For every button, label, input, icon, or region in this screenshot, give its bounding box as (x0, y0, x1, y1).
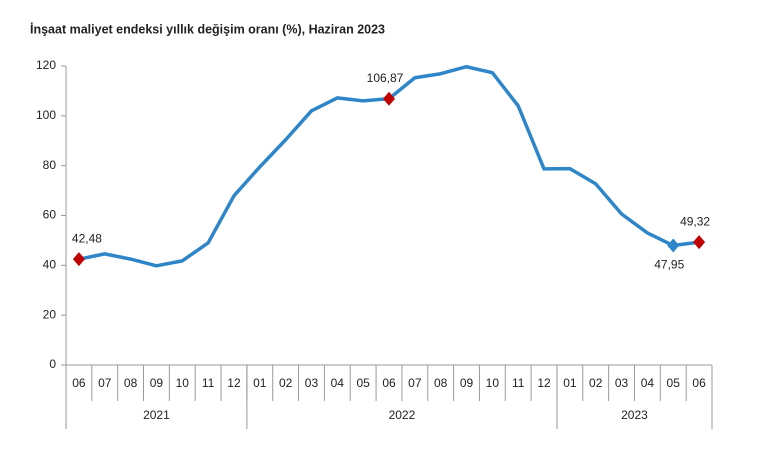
y-tick-label: 60 (43, 208, 57, 222)
value-label: 42,48 (72, 231, 102, 245)
x-tick-label: 05 (667, 376, 681, 390)
x-tick-label: 09 (460, 376, 474, 390)
y-tick-label: 40 (43, 258, 57, 272)
x-tick-label: 06 (72, 376, 86, 390)
x-tick-label: 08 (124, 376, 138, 390)
x-tick-label: 12 (227, 376, 241, 390)
x-tick-label: 10 (486, 376, 500, 390)
x-tick-label: 02 (589, 376, 603, 390)
group-label: 2022 (389, 408, 416, 422)
x-tick-label: 10 (176, 376, 190, 390)
x-tick-label: 11 (202, 376, 215, 390)
x-tick-label: 06 (692, 376, 706, 390)
value-label: 49,32 (680, 214, 710, 228)
marker (693, 235, 706, 250)
y-tick-label: 0 (49, 357, 56, 371)
x-tick-label: 08 (434, 376, 448, 390)
group-label: 2021 (143, 408, 170, 422)
x-tick-label: 01 (563, 376, 577, 390)
x-tick-label: 05 (356, 376, 370, 390)
value-label: 47,95 (654, 258, 684, 272)
y-tick-label: 100 (36, 108, 56, 122)
x-tick-label: 04 (641, 376, 655, 390)
x-tick-label: 02 (279, 376, 293, 390)
marker (667, 238, 680, 253)
marker (383, 91, 395, 106)
group-label: 2023 (621, 408, 648, 422)
x-tick-label: 04 (331, 376, 345, 390)
x-tick-label: 07 (408, 376, 422, 390)
x-tick-label: 12 (537, 376, 551, 390)
y-tick-label: 20 (43, 307, 57, 321)
chart-title: İnşaat maliyet endeksi yıllık değişim or… (30, 21, 385, 36)
x-tick-label: 07 (98, 376, 112, 390)
x-tick-label: 03 (305, 376, 319, 390)
y-tick-label: 80 (43, 158, 57, 172)
x-tick-label: 09 (150, 376, 164, 390)
marker (72, 252, 85, 267)
x-tick-label: 03 (615, 376, 629, 390)
x-tick-label: 01 (253, 376, 267, 390)
value-label: 106,87 (367, 71, 404, 85)
y-tick-label: 120 (36, 58, 56, 72)
x-tick-label: 06 (382, 376, 396, 390)
x-tick-label: 11 (512, 376, 525, 390)
